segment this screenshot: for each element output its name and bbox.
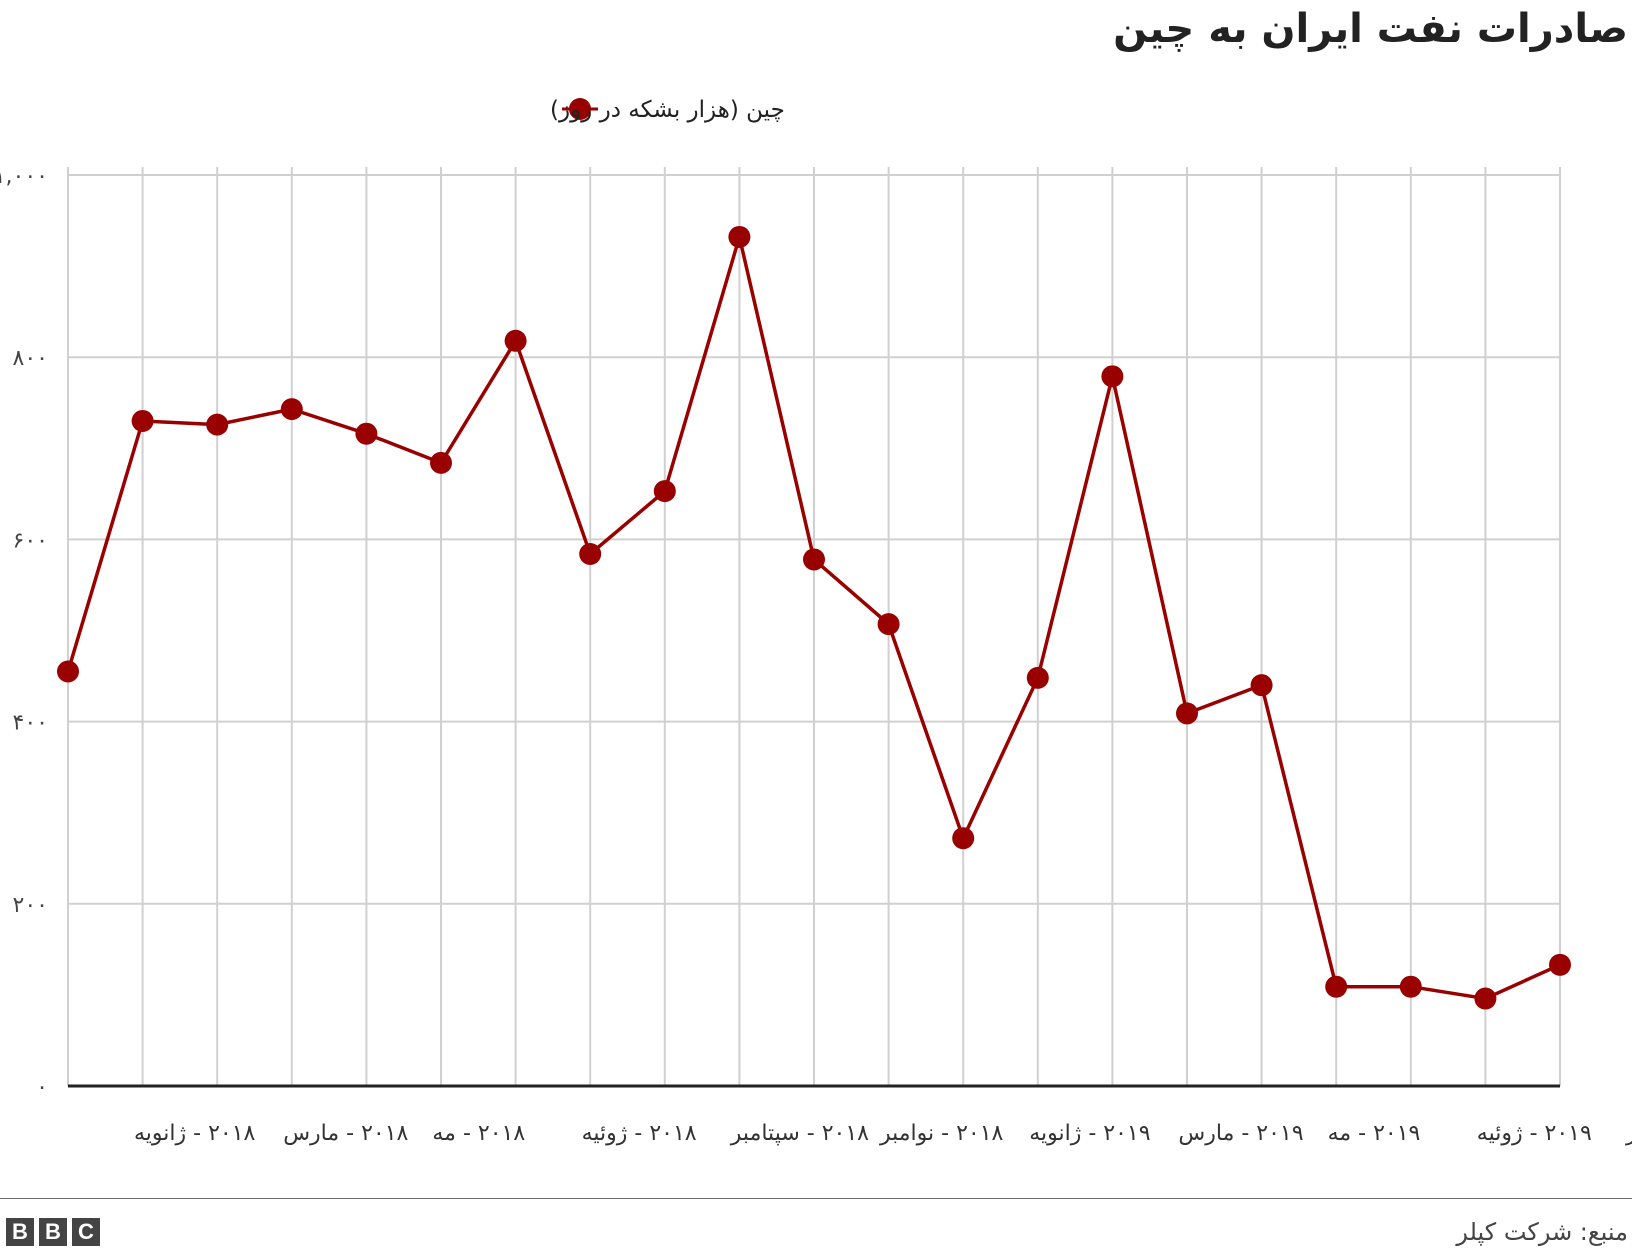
- chart-grid: [67, 167, 1561, 1086]
- footer-divider: [0, 1198, 1632, 1199]
- x-tick-label: ۲۰۱۸ - مارس: [283, 1121, 408, 1146]
- data-point: [728, 225, 751, 248]
- y-tick-label: ۶۰۰: [13, 528, 48, 553]
- data-point: [504, 329, 527, 352]
- x-tick-label: ۲۰۱۸ - ژانویه: [134, 1121, 256, 1146]
- x-tick-label: ۲۰۱۹ - سپتامبر: [1625, 1121, 1632, 1146]
- y-tick-label: ۸۰۰: [13, 346, 48, 371]
- chart-series: [57, 225, 1571, 1010]
- x-tick-label: ۲۰۱۸ - مه: [432, 1121, 525, 1146]
- bbc-logo-letter: B: [6, 1218, 34, 1246]
- y-tick-label: ۴۰۰: [13, 711, 48, 736]
- data-point: [803, 548, 825, 571]
- x-tick-label: ۲۰۱۹ - مه: [1328, 1121, 1421, 1146]
- data-point: [1549, 953, 1571, 976]
- source-note: منبع: شرکت کپلر: [1456, 1218, 1628, 1246]
- y-tick-label: ۱,۰۰۰: [0, 164, 48, 189]
- data-point: [1176, 702, 1198, 725]
- x-tick-label: ۲۰۱۸ - ژوئیه: [582, 1121, 697, 1146]
- bbc-logo-letter: B: [39, 1218, 67, 1246]
- y-tick-label: ۰: [36, 1075, 48, 1100]
- data-point: [57, 660, 79, 683]
- data-point: [653, 480, 676, 503]
- data-point: [1399, 975, 1422, 998]
- data-point: [131, 409, 154, 432]
- data-point: [952, 827, 975, 850]
- data-point: [1250, 674, 1273, 697]
- x-tick-label: ۲۰۱۸ - سپتامبر: [730, 1121, 869, 1146]
- data-point: [430, 451, 452, 474]
- line-chart: ۰ ۲۰۰ ۴۰۰ ۶۰۰ ۸۰۰ ۱,۰۰۰ ۲۰۱۸ - ژانویه ۲۰۱۸ - ما…: [0, 97, 1632, 1146]
- x-tick-label: ۲۰۱۹ - ژوئیه: [1477, 1121, 1592, 1146]
- chart-axes: ۰ ۲۰۰ ۴۰۰ ۶۰۰ ۸۰۰ ۱,۰۰۰ ۲۰۱۸ - ژانویه ۲۰۱۸ - ما…: [0, 164, 1632, 1146]
- data-point: [280, 398, 303, 421]
- data-point: [1026, 666, 1049, 689]
- data-point: [1101, 365, 1124, 388]
- data-point: [355, 422, 378, 445]
- legend-marker: [569, 98, 591, 120]
- x-tick-label: ۲۰۱۸ - نوامبر: [879, 1121, 1004, 1146]
- legend-label: چین (هزار بشکه در روز): [550, 97, 785, 123]
- bbc-logo-letter: C: [72, 1218, 100, 1246]
- chart-legend: چین (هزار بشکه در روز): [550, 97, 785, 123]
- data-point: [1474, 987, 1497, 1010]
- x-tick-label: ۲۰۱۹ - مارس: [1178, 1121, 1303, 1146]
- data-point: [1325, 975, 1348, 998]
- y-tick-label: ۲۰۰: [13, 893, 48, 918]
- data-point: [877, 613, 900, 636]
- bbc-logo: B B C: [6, 1218, 100, 1246]
- x-tick-label: ۲۰۱۹ - ژانویه: [1029, 1121, 1150, 1146]
- data-point: [206, 413, 229, 436]
- chart-title: صادرات نفت ایران به چین: [1113, 6, 1628, 52]
- data-point: [579, 542, 602, 565]
